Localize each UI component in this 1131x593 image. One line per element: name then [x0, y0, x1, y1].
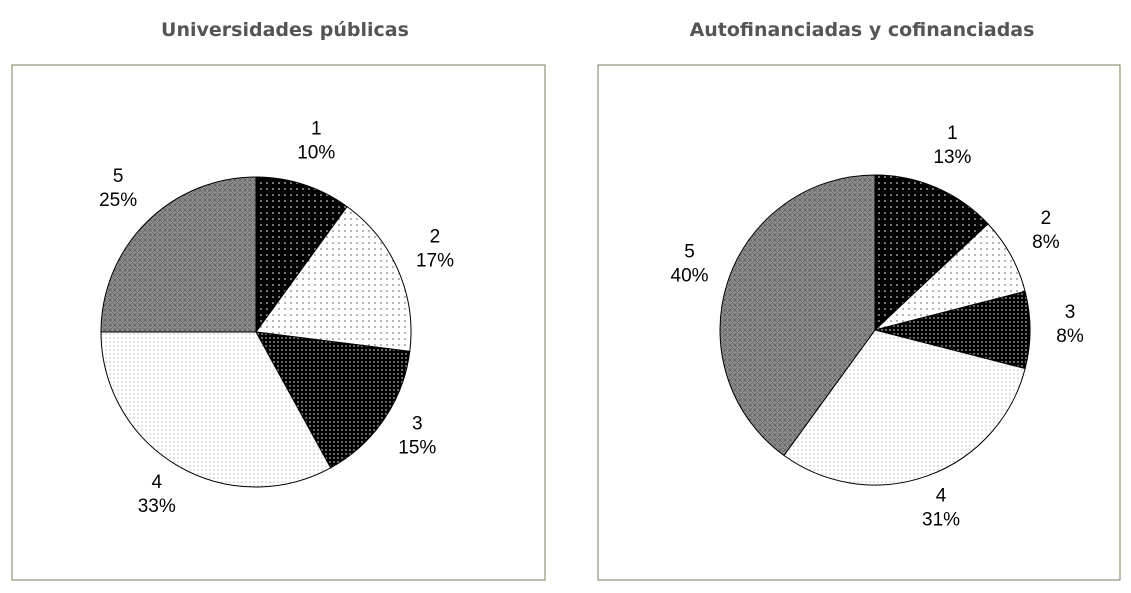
- slice-category: 1: [311, 119, 322, 140]
- slice-value-label: 25%: [99, 190, 137, 211]
- pie-slice: [874, 174, 989, 332]
- pie-slice: [100, 331, 332, 488]
- slice-category: 2: [430, 227, 441, 248]
- chart-title: Universidades públicas: [161, 19, 409, 41]
- slice-value-label: 8%: [1032, 232, 1060, 253]
- slice-category: 1: [947, 123, 958, 144]
- slice-value-label: 13%: [933, 147, 971, 168]
- pie-slice: [255, 205, 412, 352]
- chart-frame: [597, 64, 1121, 581]
- pie-slice: [255, 331, 411, 469]
- pie-slice: [100, 176, 257, 333]
- slice-value-label: 8%: [1056, 326, 1084, 347]
- chart-title: Autofinanciadas y cofinanciadas: [690, 19, 1035, 41]
- chart-frame: [11, 64, 546, 581]
- slice-value-label: 31%: [922, 509, 960, 530]
- slice-category: 3: [412, 414, 423, 435]
- slice-category: 4: [936, 485, 947, 506]
- slice-category: 5: [113, 166, 124, 187]
- slice-value-label: 17%: [416, 251, 454, 272]
- slice-value-label: 15%: [398, 438, 436, 459]
- slice-value-label: 33%: [138, 496, 176, 517]
- pie-slice: [783, 329, 1026, 486]
- slice-category: 3: [1065, 302, 1076, 323]
- pie-slice: [719, 174, 876, 457]
- slice-category: 4: [151, 472, 162, 493]
- slice-category: 2: [1041, 208, 1052, 229]
- pie-slice: [255, 176, 348, 334]
- slice-value-label: 10%: [297, 143, 335, 164]
- slice-value-label: 40%: [671, 266, 709, 287]
- slice-category: 5: [684, 242, 695, 263]
